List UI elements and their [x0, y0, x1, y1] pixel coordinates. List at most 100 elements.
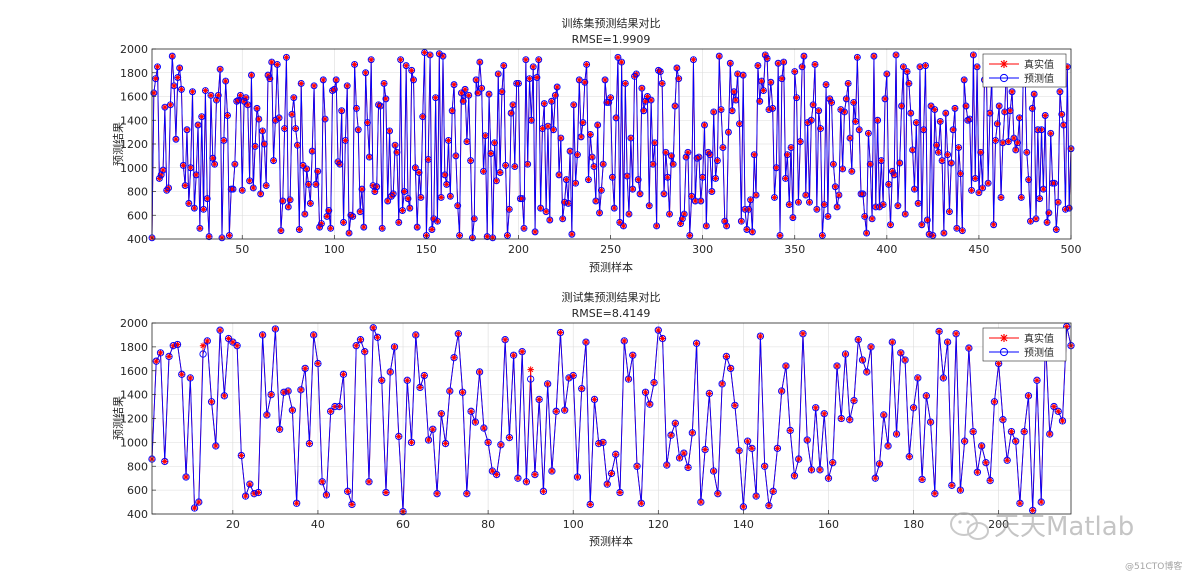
true-value-point: [673, 65, 680, 71]
predicted-value-point: [371, 188, 379, 195]
true-value-point: [509, 101, 516, 108]
predicted-value-point: [263, 411, 271, 419]
true-value-point: [1016, 114, 1023, 121]
predicted-value-point: [573, 473, 582, 481]
predicted-value-point: [470, 215, 478, 223]
true-value-point: [478, 85, 485, 92]
true-value-point: [1031, 91, 1038, 98]
predicted-value-point: [975, 189, 983, 197]
true-value-point: [544, 123, 551, 130]
predicted-value-point: [957, 170, 964, 178]
true-value-point: [850, 99, 857, 106]
test-series-markers: [148, 322, 1075, 516]
predicted-value-point: [277, 227, 285, 235]
predicted-value-point: [726, 364, 735, 373]
y-tick-label: 1200: [120, 138, 148, 151]
true-value-point: [384, 198, 391, 204]
true-value-point: [208, 398, 215, 405]
true-value-point: [368, 56, 375, 63]
true-value-point: [589, 154, 596, 161]
predicted-value-point: [782, 174, 789, 182]
true-value-point: [301, 365, 309, 372]
predicted-value-point: [170, 82, 178, 90]
predicted-value-point: [597, 186, 605, 194]
true-value-point: [1027, 218, 1034, 225]
predicted-value-point: [200, 205, 208, 213]
true-value-point: [946, 208, 953, 215]
true-value-point: [611, 205, 618, 212]
predicted-value-point: [505, 205, 513, 213]
predicted-value-point: [421, 49, 429, 57]
predicted-value-point: [697, 197, 705, 205]
predicted-value-point: [1006, 107, 1014, 115]
predicted-value-point: [229, 338, 237, 346]
predicted-value-point: [364, 119, 371, 127]
predicted-value-point: [1038, 126, 1045, 134]
true-value-point: [429, 426, 437, 433]
predicted-value-point: [822, 81, 830, 89]
true-value-point: [582, 338, 590, 346]
predicted-value-point: [454, 202, 462, 210]
true-value-point: [620, 222, 627, 229]
predicted-value-point: [1046, 430, 1054, 438]
true-value-point: [680, 449, 688, 457]
y-tick-label: 1200: [120, 413, 148, 426]
true-value-point: [540, 488, 547, 495]
x-tick-label: 160: [818, 518, 839, 531]
predicted-value-point: [182, 473, 190, 481]
true-value-point: [1047, 130, 1054, 137]
true-value-point: [791, 472, 798, 479]
true-value-point: [322, 116, 329, 123]
true-value-point: [642, 389, 649, 396]
predicted-value-point: [314, 167, 322, 175]
true-value-point: [446, 387, 454, 395]
predicted-value-point: [497, 441, 505, 449]
predicted-value-point: [301, 364, 309, 373]
true-value-point: [559, 215, 566, 222]
predicted-value-point: [186, 374, 194, 382]
predicted-value-point: [325, 207, 333, 214]
predicted-value-point: [397, 56, 405, 64]
true-value-point: [861, 213, 868, 220]
true-value-point: [1029, 507, 1036, 514]
predicted-value-point: [828, 98, 836, 106]
predicted-value-point: [759, 87, 767, 95]
true-value-point: [283, 54, 290, 61]
true-value-point: [1005, 138, 1012, 145]
predicted-value-point: [331, 402, 339, 411]
predicted-value-point: [1058, 110, 1066, 118]
true-value-point: [591, 396, 598, 403]
true-value-point: [676, 454, 683, 462]
predicted-value-point: [393, 148, 401, 156]
predicted-value-point: [794, 198, 802, 206]
true-value-point: [703, 222, 710, 229]
predicted-value-point: [430, 215, 438, 223]
true-value-point: [552, 408, 560, 415]
true-value-point: [769, 105, 776, 112]
true-value-point: [927, 418, 934, 426]
predicted-value-point: [233, 342, 241, 350]
predicted-value-point: [556, 328, 565, 337]
predicted-value-point: [539, 487, 548, 495]
predicted-value-point: [360, 223, 368, 231]
true-value-point: [602, 76, 609, 83]
predicted-value-point: [150, 89, 158, 97]
true-value-point: [923, 392, 930, 400]
predicted-value-point: [255, 115, 263, 123]
predicted-value-point: [684, 148, 692, 156]
true-value-point: [974, 63, 981, 70]
predicted-value-point: [152, 357, 160, 365]
true-value-point: [841, 108, 848, 115]
train-chart-title: 训练集预测结果对比: [562, 16, 661, 30]
true-value-point: [970, 51, 977, 58]
true-value-point: [482, 132, 489, 139]
predicted-value-point: [641, 388, 650, 396]
predicted-value-point: [384, 197, 392, 205]
predicted-value-point: [820, 201, 828, 209]
true-value-point: [708, 188, 715, 195]
y-tick-label: 1000: [120, 162, 148, 175]
predicted-value-point: [944, 151, 952, 159]
predicted-value-point: [295, 226, 303, 233]
true-value-point: [333, 76, 340, 83]
predicted-value-point: [621, 79, 629, 87]
